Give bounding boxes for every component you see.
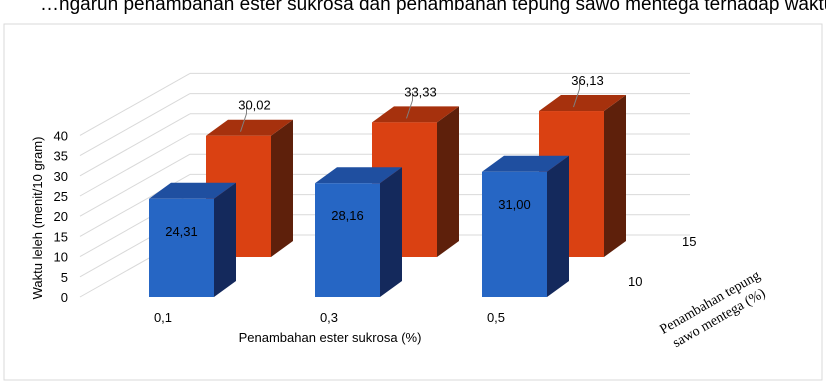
data-label: 28,16 <box>331 208 364 223</box>
bar-top <box>482 155 569 172</box>
bar-side <box>214 182 236 297</box>
bar-top <box>206 119 293 136</box>
gridline-diagonal <box>79 113 191 177</box>
chart-title: …ngaruh penambahan ester sukrosa dan pen… <box>40 0 826 15</box>
leader-line <box>240 105 247 132</box>
bar-top <box>315 167 402 184</box>
y-tick-label: 35 <box>54 149 68 164</box>
bar-top <box>372 106 459 123</box>
data-label: 31,00 <box>498 197 531 212</box>
y-axis-title: Waktu leleh (menit/10 gram) <box>30 137 45 300</box>
bar <box>315 183 380 297</box>
depth-tick-label: 10 <box>628 274 642 289</box>
x-tick-label: 0,5 <box>487 310 505 325</box>
depth-tick-label: 15 <box>682 234 696 249</box>
labels: 24,31 28,16 31,00 30,02 33,33 36,13 0,1 0,3 0,5 1… <box>154 73 697 325</box>
x-tick-label: 0,1 <box>154 310 172 325</box>
bars <box>149 95 626 297</box>
x-axis-title: Penambahan ester sukrosa (%) <box>239 330 422 345</box>
y-tick-label: 0 <box>61 290 68 305</box>
y-tick-label: 40 <box>54 128 68 143</box>
gridline-diagonal <box>79 153 191 217</box>
bar <box>482 171 547 297</box>
data-label: 30,02 <box>238 98 271 113</box>
bar-side <box>271 119 293 257</box>
bar <box>149 198 214 297</box>
depth-axis-title: Penambahan tepung sawo mentega (%) <box>658 268 769 351</box>
leader-line <box>573 81 580 108</box>
bar-side <box>547 155 569 297</box>
gridline-diagonal <box>79 93 191 157</box>
bar-side <box>437 106 459 257</box>
bar-top <box>149 182 236 199</box>
leader-line <box>406 92 413 119</box>
data-label: 33,33 <box>404 84 437 99</box>
gridline-diagonal <box>79 72 191 136</box>
data-label: 24,31 <box>165 224 198 239</box>
data-label: 36,13 <box>571 73 604 88</box>
y-tick-label: 25 <box>54 189 68 204</box>
bar-side <box>380 167 402 297</box>
y-tick-label: 15 <box>54 229 68 244</box>
bar-side <box>604 95 626 258</box>
bar-top <box>539 95 626 112</box>
y-tick-label: 30 <box>54 169 68 184</box>
x-tick-label: 0,3 <box>320 310 338 325</box>
plot-frame <box>3 23 823 381</box>
y-tick-label: 10 <box>54 250 68 265</box>
y-tick-label: 20 <box>54 209 68 224</box>
gridline-diagonal <box>79 133 191 197</box>
y-tick-label: 5 <box>61 270 68 285</box>
